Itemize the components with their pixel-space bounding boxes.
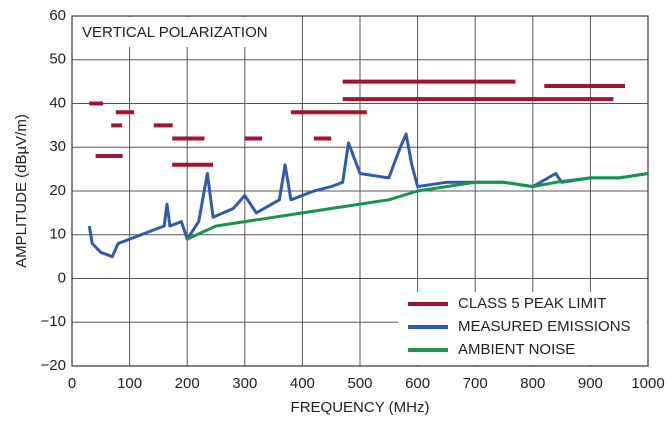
y-tick-label: 40 xyxy=(49,94,66,111)
series-line xyxy=(89,79,625,167)
series-line xyxy=(186,172,649,241)
y-tick-label: −10 xyxy=(41,313,66,330)
x-tick-label: 800 xyxy=(520,375,545,392)
x-tick-label: 400 xyxy=(290,375,315,392)
y-tick-label: 20 xyxy=(49,182,66,199)
series-line xyxy=(87,132,649,259)
annotation-box xyxy=(73,17,283,47)
x-tick-label: 300 xyxy=(232,375,257,392)
y-tick-label: 0 xyxy=(58,269,66,286)
y-tick-label: 10 xyxy=(49,226,66,243)
x-tick-label: 500 xyxy=(347,375,372,392)
annotation: VERTICAL POLARIZATION xyxy=(82,24,268,41)
legend-label: MEASURED EMISSIONS xyxy=(458,318,631,335)
x-tick-label: 600 xyxy=(405,375,430,392)
x-tick-label: 1000 xyxy=(631,375,664,392)
x-tick-label: 100 xyxy=(117,375,142,392)
y-tick-label: 60 xyxy=(49,7,66,24)
x-tick-label: 0 xyxy=(68,375,76,392)
y-tick-label: −20 xyxy=(41,357,66,374)
legend-label: CLASS 5 PEAK LIMIT xyxy=(458,295,606,312)
x-axis-label: FREQUENCY (MHz) xyxy=(291,399,430,416)
y-tick-label: 50 xyxy=(49,51,66,68)
x-tick-label: 200 xyxy=(175,375,200,392)
x-tick-label: 700 xyxy=(463,375,488,392)
plot-frame xyxy=(71,15,649,367)
x-tick-label: 900 xyxy=(578,375,603,392)
y-tick-label: 30 xyxy=(49,138,66,155)
y-axis-label: AMPLITUDE (dBµV/m) xyxy=(13,114,30,268)
legend-label: AMBIENT NOISE xyxy=(458,341,575,358)
